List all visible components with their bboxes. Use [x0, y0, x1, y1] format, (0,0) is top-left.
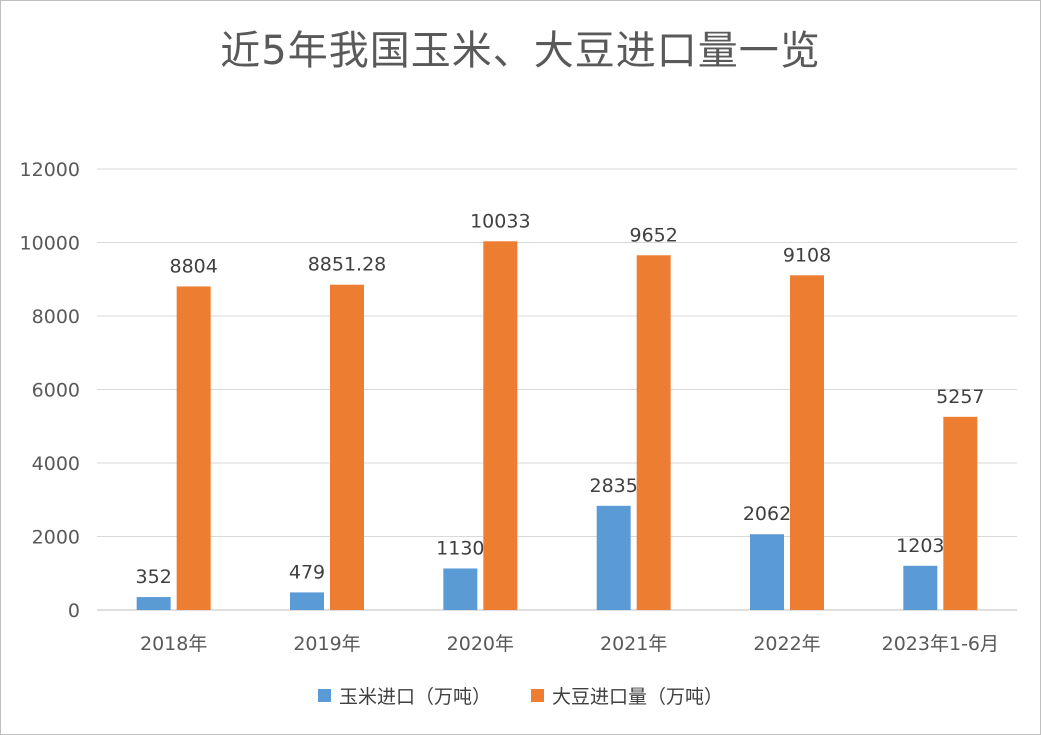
data-label-corn: 352	[136, 566, 172, 588]
legend-swatch-corn	[317, 689, 331, 702]
x-tick-label: 2019年	[293, 633, 360, 655]
data-label-corn: 479	[289, 561, 325, 583]
chart-legend: 玉米进口（万吨） 大豆进口量（万吨）	[0, 682, 1041, 709]
data-label-soybean: 8804	[169, 255, 217, 277]
y-tick-label: 0	[68, 600, 80, 622]
data-label-soybean: 10033	[470, 210, 530, 232]
legend-item-corn: 玉米进口（万吨）	[317, 682, 491, 709]
bar-soybean	[330, 284, 364, 610]
x-tick-label: 2023年1-6月	[882, 633, 999, 655]
legend-item-soybean: 大豆进口量（万吨）	[531, 682, 723, 709]
bar-soybean	[790, 275, 824, 610]
bar-soybean	[483, 241, 518, 611]
data-label-corn: 2062	[743, 503, 791, 525]
y-tick-label: 6000	[32, 380, 80, 402]
data-label-soybean: 5257	[936, 386, 984, 408]
x-tick-label: 2021年	[600, 633, 667, 655]
y-tick-label: 12000	[20, 159, 80, 181]
y-tick-label: 8000	[32, 306, 80, 328]
data-label-corn: 1203	[896, 535, 944, 557]
bar-corn	[903, 565, 938, 610]
data-label-corn: 2835	[589, 475, 637, 497]
bar-corn	[596, 505, 631, 610]
bar-corn	[443, 568, 478, 610]
y-tick-label: 10000	[20, 233, 80, 255]
bar-soybean	[176, 286, 211, 610]
chart-title: 近5年我国玉米、大豆进口量一览	[220, 28, 821, 74]
x-tick-label: 2020年	[447, 633, 514, 655]
bar-corn	[136, 597, 171, 610]
data-label-soybean: 8851.28	[308, 254, 387, 276]
legend-swatch-soybean	[531, 689, 544, 702]
bar-soybean	[943, 416, 978, 610]
bar-corn	[750, 534, 784, 610]
legend-label-soybean: 大豆进口量（万吨）	[552, 686, 724, 708]
data-label-corn: 1130	[436, 537, 484, 559]
bar-corn	[290, 592, 324, 610]
legend-label-corn: 玉米进口（万吨）	[338, 686, 491, 708]
x-tick-label: 2018年	[140, 633, 207, 655]
y-tick-label: 2000	[32, 527, 80, 549]
x-tick-label: 2022年	[753, 633, 820, 655]
data-label-soybean: 9652	[629, 224, 677, 246]
bar-soybean	[636, 255, 671, 610]
data-label-soybean: 9108	[783, 244, 831, 266]
y-tick-label: 4000	[32, 453, 80, 475]
